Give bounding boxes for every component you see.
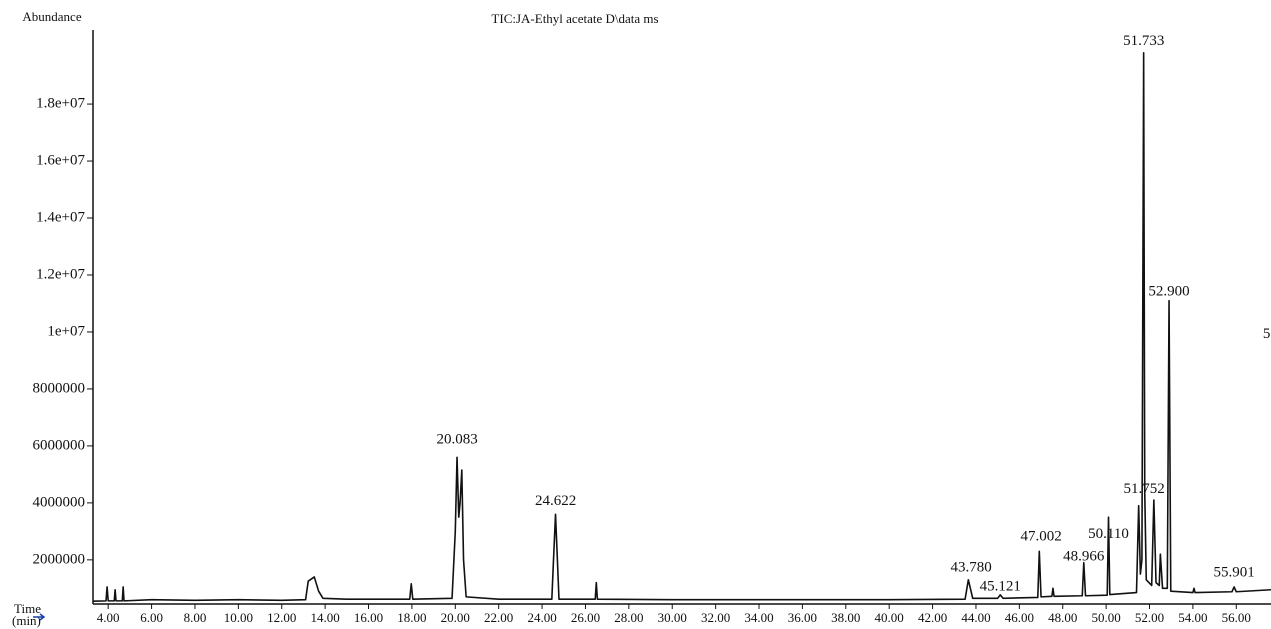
y-axis-label: Abundance — [22, 9, 81, 24]
y-tick-label: 1.8e+07 — [36, 96, 85, 112]
x-tick-label: 24.00 — [527, 610, 556, 625]
x-tick-label: 16.00 — [354, 610, 383, 625]
x-tick-label: 36.00 — [788, 610, 817, 625]
y-tick-label: 2000000 — [33, 551, 86, 567]
x-tick-label: 48.00 — [1048, 610, 1077, 625]
x-tick-label: 52.00 — [1135, 610, 1164, 625]
y-tick-label: 1.4e+07 — [36, 209, 85, 225]
x-tick-label: 54.00 — [1178, 610, 1207, 625]
x-axis-unit: (min) — [12, 613, 41, 628]
peak-label: 50.110 — [1088, 526, 1129, 542]
peak-label: 5 — [1263, 326, 1271, 342]
x-tick-label: 42.00 — [918, 610, 947, 625]
x-tick-label: 28.00 — [614, 610, 643, 625]
y-tick-label: 1e+07 — [47, 323, 85, 339]
x-tick-label: 40.00 — [875, 610, 904, 625]
peak-label: 51.733 — [1123, 33, 1164, 49]
x-axis-arrow — [33, 613, 46, 621]
x-tick-label: 46.00 — [1005, 610, 1034, 625]
peak-label: 52.900 — [1148, 284, 1189, 300]
x-tick-label: 4.00 — [97, 610, 120, 625]
y-tick-label: 1.2e+07 — [36, 266, 85, 282]
x-tick-label: 44.00 — [961, 610, 990, 625]
x-axis-label: Time — [14, 601, 41, 616]
chart-title: TIC:JA-Ethyl acetate D\data ms — [491, 11, 658, 26]
x-tick-label: 50.00 — [1091, 610, 1120, 625]
x-tick-label: 6.00 — [140, 610, 163, 625]
x-tick-label: 30.00 — [658, 610, 687, 625]
x-tick-label: 26.00 — [571, 610, 600, 625]
trace-line — [92, 51, 1271, 602]
x-tick-label: 20.00 — [441, 610, 470, 625]
x-tick-label: 34.00 — [744, 610, 773, 625]
peak-label: 47.002 — [1020, 528, 1061, 544]
x-tick-label: 18.00 — [397, 610, 426, 625]
x-tick-label: 38.00 — [831, 610, 860, 625]
peak-label: 43.780 — [951, 559, 992, 575]
x-tick-label: 56.00 — [1222, 610, 1251, 625]
peak-label: 24.622 — [535, 493, 576, 509]
x-tick-label: 12.00 — [267, 610, 296, 625]
x-tick-label: 14.00 — [311, 610, 340, 625]
peak-label: 45.121 — [980, 578, 1021, 594]
peak-label: 20.083 — [436, 432, 477, 448]
y-tick-label: 8000000 — [33, 380, 86, 396]
peak-label: 51.752 — [1124, 481, 1165, 497]
y-tick-label: 1.6e+07 — [36, 152, 85, 168]
x-tick-label: 8.00 — [184, 610, 207, 625]
x-tick-label: 10.00 — [224, 610, 253, 625]
x-tick-label: 32.00 — [701, 610, 730, 625]
x-tick-label: 22.00 — [484, 610, 513, 625]
peak-label: 48.966 — [1063, 548, 1105, 564]
y-tick-label: 6000000 — [33, 437, 86, 453]
y-tick-label: 4000000 — [33, 494, 86, 510]
peak-label: 55.901 — [1214, 564, 1255, 580]
